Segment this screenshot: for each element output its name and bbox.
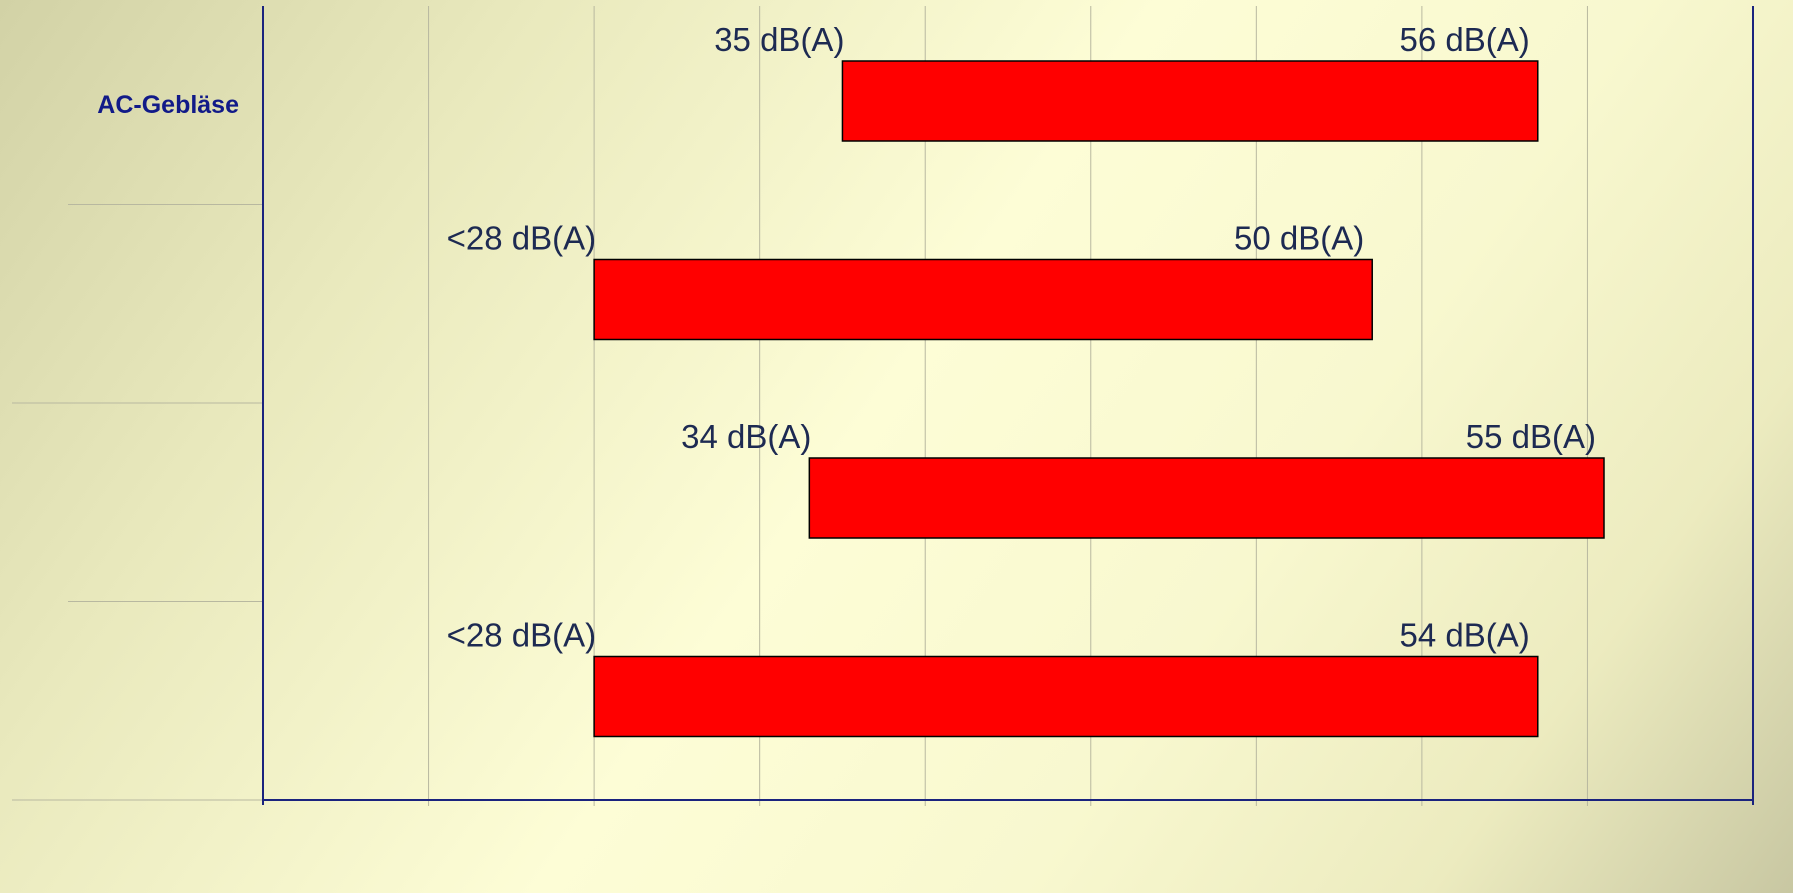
- range-bar-0: [841, 60, 1539, 142]
- range-low-label-3: <28 dB(A): [447, 617, 597, 654]
- category-label-0: AC-Gebläse: [97, 91, 239, 119]
- plot-axes: [262, 6, 1754, 805]
- category-separators: [12, 204, 263, 801]
- range-high-label-3: 54 dB(A): [1400, 617, 1530, 654]
- range-high-label-0: 56 dB(A): [1400, 21, 1530, 58]
- range-bars: [593, 60, 1605, 738]
- range-bar-2: [808, 457, 1605, 539]
- range-high-label-2: 55 dB(A): [1466, 418, 1596, 455]
- range-bar-3: [593, 655, 1539, 738]
- range-low-label-2: 34 dB(A): [681, 418, 811, 455]
- range-high-label-1: 50 dB(A): [1234, 220, 1364, 257]
- range-low-label-1: <28 dB(A): [447, 220, 597, 257]
- range-labels: 35 dB(A) 56 dB(A) <28 dB(A) 50 dB(A) 34 dB(A…: [447, 21, 1596, 654]
- category-labels: AC-Gebläse: [97, 91, 239, 119]
- range-low-label-0: 35 dB(A): [714, 21, 844, 58]
- range-bar-1: [593, 258, 1373, 341]
